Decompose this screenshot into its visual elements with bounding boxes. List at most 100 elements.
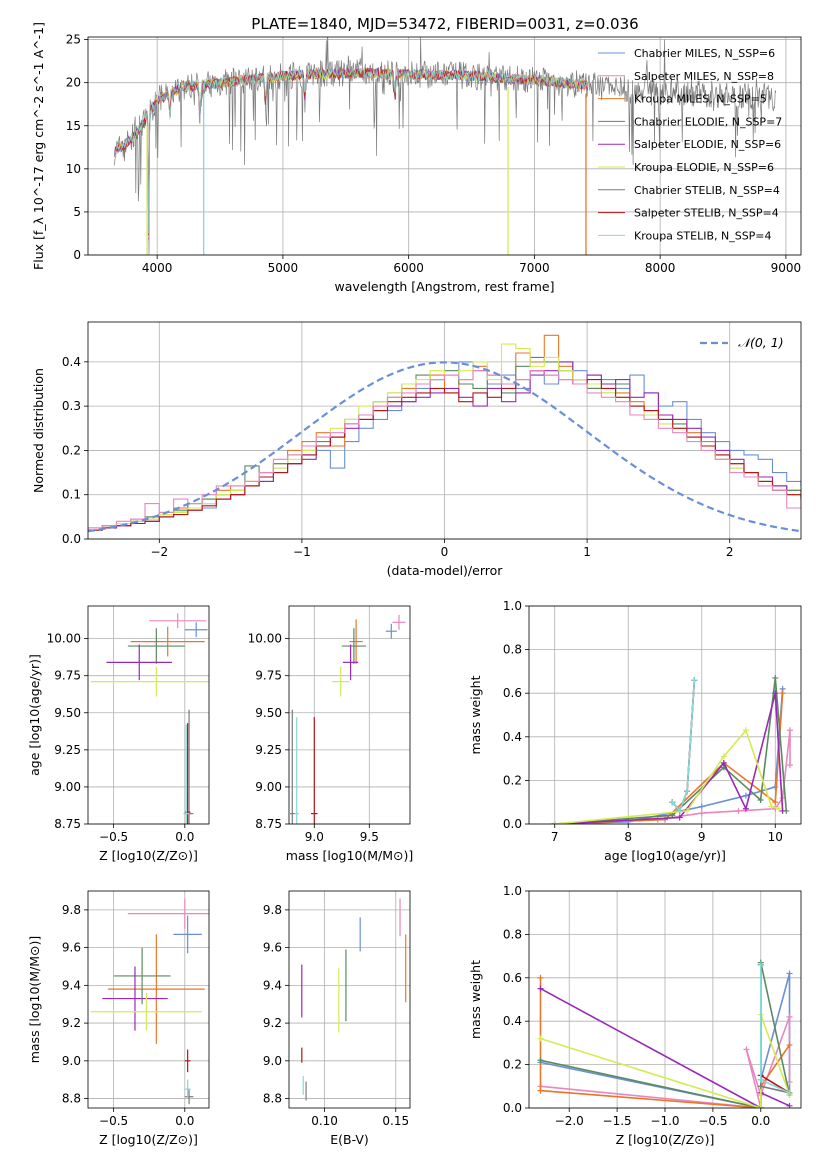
weight-marker xyxy=(537,1087,544,1094)
x-tick-label: 0.15 xyxy=(382,1114,409,1128)
legend-entry: Chabrier ELODIE, N_SSP=7 xyxy=(634,115,782,128)
y-tick-label: 9.75 xyxy=(255,669,282,683)
weight-marker xyxy=(775,805,782,812)
axes-frame xyxy=(528,605,802,825)
axes: 0.10 0.15 8.8 9.0 9.2 9.4 9.6 9.8 E(B-V) xyxy=(263,890,411,1147)
y-tick-label: 0.6 xyxy=(503,686,522,700)
weight-marker xyxy=(768,803,775,810)
y-tick-label: 9.4 xyxy=(263,978,282,992)
weight-marker xyxy=(786,1089,793,1096)
panel-age_vs_mass: 9.0 9.5 8.75 9.00 9.25 9.50 9.75 10.00 mass [log… xyxy=(248,605,413,863)
x-tick-label: 10 xyxy=(768,830,783,844)
weight-line xyxy=(671,680,696,813)
weight-marker xyxy=(786,762,793,769)
weight-marker xyxy=(676,807,683,814)
y-tick-label: 25 xyxy=(66,33,81,47)
weight-series xyxy=(551,690,786,824)
axes: 4000 5000 6000 7000 8000 9000 0 5 10 15 20 25 wavele… xyxy=(31,22,802,294)
error-bar-point xyxy=(127,628,185,664)
weight-marker xyxy=(698,803,705,810)
x-tick-label: 7000 xyxy=(519,261,550,275)
weight-series xyxy=(551,690,786,824)
weight-marker xyxy=(786,1078,793,1085)
weight-marker xyxy=(757,1083,764,1090)
weight-marker xyxy=(786,970,793,977)
weight-marker xyxy=(537,985,544,992)
error-bar-point xyxy=(102,966,168,1031)
y-tick-label: 0.8 xyxy=(503,643,522,657)
model-spectrum-line xyxy=(114,67,588,234)
weight-series xyxy=(757,961,793,1096)
grid xyxy=(289,606,410,825)
legend-entry: Kroupa ELODIE, N_SSP=6 xyxy=(634,161,774,174)
axes-frame xyxy=(288,890,411,1109)
panel-age_vs_Z: −0.5 0.0 8.75 9.00 9.25 9.50 9.75 10.00 Z [log10… xyxy=(27,605,210,863)
x-tick-label: −2.0 xyxy=(555,1114,584,1128)
y-tick-label: 0.4 xyxy=(503,1014,522,1028)
y-tick-label: 8.8 xyxy=(62,1092,81,1106)
weight-marker xyxy=(742,792,749,799)
error-bar-point xyxy=(107,934,205,1044)
weight-marker xyxy=(757,1076,764,1083)
error-bar-point xyxy=(294,717,299,824)
error-bar-point xyxy=(184,1079,191,1099)
y-tick-label: 9.8 xyxy=(62,903,81,917)
x-tick-label: 7 xyxy=(551,830,559,844)
weight-marker xyxy=(743,1046,750,1053)
histogram-step xyxy=(88,356,801,531)
weight-marker xyxy=(691,677,698,684)
y-tick-label: 9.00 xyxy=(255,780,282,794)
axes: −2 −1 0 1 2 0.0 0.1 0.2 0.3 0.4 (data-model)/error… xyxy=(31,321,802,578)
y-tick-label: 8.8 xyxy=(263,1092,282,1106)
plot-area xyxy=(90,898,209,1105)
y-tick-label: 9.00 xyxy=(54,780,81,794)
weight-marker xyxy=(786,727,793,734)
weight-line xyxy=(671,680,696,813)
x-axis-label: E(B-V) xyxy=(330,1132,369,1147)
y-tick-label: 0.1 xyxy=(62,488,81,502)
error-bar-point xyxy=(90,666,209,697)
y-tick-label: 1.0 xyxy=(503,884,522,898)
x-axis-label: (data-model)/error xyxy=(387,563,504,578)
axes: −0.5 0.0 8.75 9.00 9.25 9.50 9.75 10.00 Z [log10… xyxy=(27,605,210,863)
error-bar-point xyxy=(184,622,208,638)
weight-marker xyxy=(742,805,749,812)
x-tick-label: 6000 xyxy=(393,261,424,275)
weight-marker xyxy=(757,1105,764,1108)
error-bar-point xyxy=(392,614,406,630)
y-axis-label: mass [log10(M/M⊙)] xyxy=(27,936,42,1064)
axes: 9.0 9.5 8.75 9.00 9.25 9.50 9.75 10.00 mass [log… xyxy=(248,605,413,863)
weight-marker xyxy=(757,797,764,804)
x-axis-label: Z [log10(Z/Z⊙)] xyxy=(99,848,198,863)
y-tick-label: 9.25 xyxy=(255,743,282,757)
y-tick-label: 0.2 xyxy=(62,443,81,457)
x-axis-label: Z [log10(Z/Z⊙)] xyxy=(99,1132,198,1147)
legend-entry: Salpeter MILES, N_SSP=8 xyxy=(634,70,774,83)
y-axis-label: mass weight xyxy=(468,960,483,1039)
y-tick-label: 9.4 xyxy=(62,978,81,992)
y-tick-label: 20 xyxy=(66,76,81,90)
weight-marker xyxy=(772,690,779,697)
y-tick-label: 0.2 xyxy=(503,773,522,787)
x-tick-label: −0.5 xyxy=(99,830,128,844)
x-tick-label: 8000 xyxy=(645,261,676,275)
weight-marker xyxy=(742,727,749,734)
legend-entry: Salpeter STELIB, N_SSP=4 xyxy=(634,207,779,220)
plot-area xyxy=(114,37,777,255)
y-tick-label: 15 xyxy=(66,119,81,133)
axes: 7 8 9 10 0.0 0.2 0.4 0.6 0.8 1.0 age [log10(age/yr… xyxy=(468,599,802,863)
model-spectrum-line xyxy=(114,67,588,240)
y-tick-label: 9.8 xyxy=(263,903,282,917)
weight-marker xyxy=(684,788,691,795)
axes-frame xyxy=(87,605,210,825)
grid xyxy=(88,322,801,540)
weight-line xyxy=(554,693,784,824)
spectrum-legend: Chabrier MILES, N_SSP=6 Salpeter MILES, N… xyxy=(598,47,782,242)
axes: −2.0 −1.5 −1.0 −0.5 0.0 0.0 0.2 0.4 0.6 0.8 1.0 Z [… xyxy=(468,884,802,1147)
weight-marker xyxy=(669,799,676,806)
x-tick-label: 5000 xyxy=(268,261,299,275)
x-tick-label: −1 xyxy=(293,545,311,559)
x-tick-label: 0 xyxy=(441,545,449,559)
panel-mass_vs_Z: −0.5 0.0 8.8 9.0 9.2 9.4 9.6 9.8 Z [log10(Z/Z⊙)]… xyxy=(27,890,210,1147)
y-tick-label: 9.6 xyxy=(62,941,81,955)
